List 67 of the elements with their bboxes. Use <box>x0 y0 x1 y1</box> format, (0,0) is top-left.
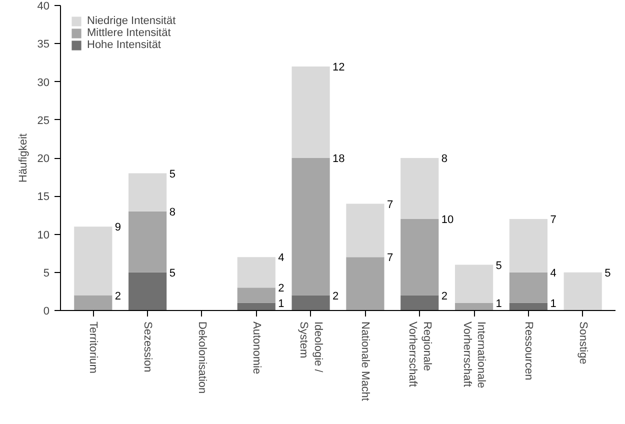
x-tick-label: Internationale Vorherrschaft <box>460 322 488 388</box>
data-label: 1 <box>496 298 502 310</box>
bar <box>509 219 548 272</box>
x-tick-label: Sonstige <box>576 322 589 364</box>
data-label: 2 <box>278 282 284 295</box>
bar <box>400 295 439 310</box>
y-axis-title: Häufigkeit <box>17 134 30 182</box>
data-label: 5 <box>496 260 502 272</box>
data-label: 5 <box>169 267 176 280</box>
data-label: 7 <box>550 214 556 226</box>
data-label: 4 <box>278 252 284 264</box>
data-label: 8 <box>441 153 448 165</box>
bar <box>237 288 276 303</box>
y-tick-label: 35 <box>37 38 50 51</box>
data-label: 1 <box>278 298 284 310</box>
y-tick-label: 40 <box>37 0 50 12</box>
data-label: 10 <box>441 214 454 226</box>
bar <box>292 158 330 296</box>
data-label: 1 <box>550 298 556 310</box>
data-label: 7 <box>386 198 394 211</box>
data-label: 5 <box>604 267 611 280</box>
data-label: 2 <box>332 290 339 302</box>
y-tick-label: 0 <box>43 306 50 318</box>
data-label: 2 <box>441 290 448 302</box>
y-tick-label: 25 <box>37 114 50 127</box>
data-label: 4 <box>550 267 556 280</box>
bar <box>128 173 167 212</box>
legend-label: Mittlere Intensität <box>87 27 171 39</box>
bar <box>346 204 384 258</box>
bar <box>74 226 112 296</box>
legend-label: Hohe Intensität <box>87 39 161 51</box>
data-label: 5 <box>169 168 176 180</box>
data-label: 7 <box>386 252 394 264</box>
x-tick-label: Dekolonisation <box>196 322 208 394</box>
x-tick-label: Autonomie <box>250 322 262 374</box>
y-tick-label: 10 <box>37 229 50 242</box>
x-tick-label: Ressourcen <box>522 322 534 380</box>
x-tick-label: Territorium <box>87 322 100 374</box>
bar <box>237 257 276 288</box>
bar <box>454 302 494 310</box>
bar <box>564 272 602 310</box>
data-label: 18 <box>332 153 345 165</box>
bar <box>292 295 330 310</box>
bar <box>509 302 548 310</box>
data-label: 12 <box>332 62 345 74</box>
bar <box>237 302 276 310</box>
bar <box>400 219 439 296</box>
data-label: 2 <box>114 290 122 302</box>
y-tick-label: 15 <box>37 191 50 204</box>
bar <box>292 66 330 158</box>
bar <box>128 211 167 272</box>
bar <box>454 264 494 303</box>
y-tick-label: 20 <box>37 153 50 165</box>
x-tick-label: Sezession <box>142 322 154 372</box>
y-tick-label: 30 <box>37 76 50 89</box>
legend-label: Niedrige Intensität <box>87 15 176 27</box>
bar <box>74 295 112 310</box>
bar <box>128 272 167 310</box>
x-tick-label: Ideologie / System <box>298 322 324 374</box>
y-tick-label: 5 <box>43 267 50 280</box>
data-label: 8 <box>169 206 176 218</box>
x-tick-label: Nationale Macht <box>359 322 372 401</box>
data-label: 9 <box>114 222 122 234</box>
x-tick-label: Regionale Vorherrschaft <box>406 322 433 387</box>
bar <box>346 257 384 310</box>
bar <box>400 158 439 219</box>
bar <box>509 272 548 303</box>
